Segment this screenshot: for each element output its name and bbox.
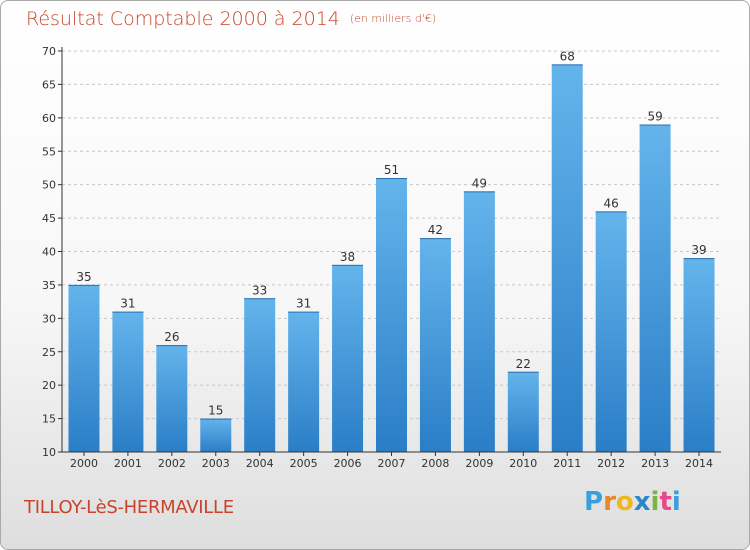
bar-value-label: 38: [340, 250, 355, 264]
bar: [376, 177, 407, 452]
proxiti-logo: Proxiti: [584, 487, 681, 517]
y-tick-label: 25: [42, 346, 56, 359]
bar: [551, 64, 583, 452]
y-tick-label: 20: [42, 379, 56, 392]
bar-value-label: 26: [164, 330, 179, 344]
x-tick-label: 2002: [158, 457, 186, 470]
x-tick-label: 2010: [509, 457, 537, 470]
logo-letter: P: [584, 487, 604, 517]
bars: [68, 64, 715, 453]
bar-value-label: 15: [208, 404, 223, 418]
y-tick-label: 35: [42, 279, 56, 292]
x-tick-label: 2013: [641, 457, 669, 470]
labels: 10 15 20 25 30 35 40 45 50 55 60 65 70 35 2000 31 2001 26…: [42, 45, 713, 470]
bar: [419, 238, 451, 452]
bar-value-label: 51: [384, 163, 399, 177]
commune-name: TILLOY-LèS-HERMAVILLE: [24, 497, 234, 518]
x-tick-label: 2003: [202, 457, 230, 470]
logo-letter: x: [633, 487, 651, 517]
bar-value-label: 35: [76, 270, 91, 284]
bar: [244, 298, 276, 452]
bar-value-label: 49: [472, 176, 487, 190]
x-tick-label: 2014: [685, 457, 713, 470]
x-tick-label: 2009: [465, 457, 493, 470]
y-tick-label: 30: [42, 312, 56, 325]
bar: [639, 124, 671, 453]
x-tick-label: 2007: [378, 457, 406, 470]
y-tick-label: 45: [42, 212, 56, 225]
logo-letter: i: [671, 487, 681, 517]
bar: [68, 284, 100, 452]
bar: [288, 311, 320, 452]
bar: [200, 418, 232, 452]
logo-letter: o: [615, 487, 634, 517]
bar: [507, 371, 539, 452]
x-tick-label: 2000: [70, 457, 98, 470]
x-tick-label: 2006: [334, 457, 362, 470]
y-tick-label: 65: [42, 78, 56, 91]
bar: [332, 264, 364, 452]
logo-letter: t: [659, 487, 672, 517]
logo-letter: i: [650, 487, 660, 517]
bar: [156, 345, 188, 452]
bar: [112, 311, 144, 452]
x-tick-label: 2011: [553, 457, 581, 470]
bar-value-label: 33: [252, 283, 267, 297]
bar-value-label: 68: [560, 49, 575, 63]
bar: [595, 211, 627, 452]
y-tick-label: 40: [42, 246, 56, 259]
logo-letter: r: [603, 487, 616, 517]
x-tick-label: 2005: [290, 457, 318, 470]
bar-value-label: 39: [691, 243, 706, 257]
y-tick-label: 55: [42, 145, 56, 158]
bar-value-label: 31: [120, 297, 135, 311]
bar: [463, 191, 495, 452]
y-tick-label: 70: [42, 45, 56, 58]
axes: [58, 47, 721, 456]
bar-value-label: 59: [647, 110, 662, 124]
bar-value-label: 31: [296, 297, 311, 311]
bar-value-label: 46: [604, 196, 619, 210]
x-tick-label: 2004: [246, 457, 274, 470]
y-tick-label: 10: [42, 446, 56, 459]
bar-value-label: 22: [516, 357, 531, 371]
chart-title-text: Résultat Comptable 2000 à 2014: [26, 8, 340, 30]
x-tick-label: 2001: [114, 457, 142, 470]
chart-subtitle: (en milliers d'€): [349, 12, 437, 25]
x-tick-label: 2008: [421, 457, 449, 470]
x-tick-label: 2012: [597, 457, 625, 470]
y-tick-label: 60: [42, 112, 56, 125]
bar-value-label: 42: [428, 223, 443, 237]
y-tick-label: 50: [42, 179, 56, 192]
chart-title: Résultat Comptable 2000 à 2014 (en millie…: [26, 8, 436, 30]
bar: [683, 258, 715, 452]
y-tick-label: 15: [42, 413, 56, 426]
